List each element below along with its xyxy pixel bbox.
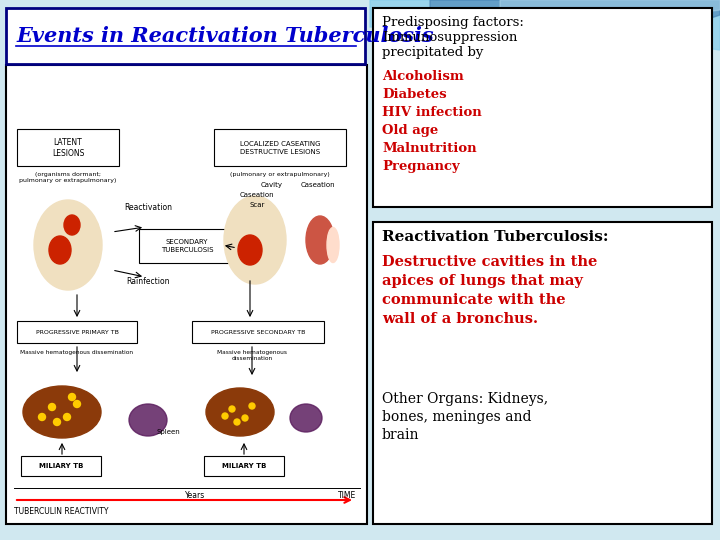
Text: precipitated by: precipitated by	[382, 46, 483, 59]
Text: SECONDARY
TUBERCULOSIS: SECONDARY TUBERCULOSIS	[161, 240, 213, 253]
Text: Immunosuppression: Immunosuppression	[382, 31, 518, 44]
FancyBboxPatch shape	[6, 65, 367, 524]
Text: Cavity: Cavity	[261, 182, 283, 188]
Text: brain: brain	[382, 428, 420, 442]
Text: PROGRESSIVE PRIMARY TB: PROGRESSIVE PRIMARY TB	[35, 329, 118, 334]
Text: Predisposing factors:: Predisposing factors:	[382, 16, 524, 29]
Ellipse shape	[34, 200, 102, 290]
FancyBboxPatch shape	[6, 8, 365, 64]
Text: Alcoholism: Alcoholism	[382, 70, 464, 83]
Ellipse shape	[48, 403, 55, 410]
FancyBboxPatch shape	[192, 321, 324, 343]
Ellipse shape	[206, 388, 274, 436]
Ellipse shape	[290, 404, 322, 432]
Text: apices of lungs that may: apices of lungs that may	[382, 274, 583, 288]
Ellipse shape	[249, 403, 255, 409]
Ellipse shape	[222, 413, 228, 419]
Text: Old age: Old age	[382, 124, 438, 137]
Text: Years: Years	[185, 491, 205, 501]
Text: Other Organs: Kidneys,: Other Organs: Kidneys,	[382, 392, 548, 406]
Text: (pulmonary or extrapulmonary): (pulmonary or extrapulmonary)	[230, 172, 330, 177]
FancyBboxPatch shape	[214, 129, 346, 166]
Text: wall of a bronchus.: wall of a bronchus.	[382, 312, 538, 326]
Text: Spleen: Spleen	[156, 429, 180, 435]
Text: MILIARY TB: MILIARY TB	[39, 463, 84, 469]
Text: communicate with the: communicate with the	[382, 293, 566, 307]
Text: Caseation: Caseation	[240, 192, 274, 198]
Ellipse shape	[129, 404, 167, 436]
Ellipse shape	[238, 235, 262, 265]
Text: HIV infection: HIV infection	[382, 106, 482, 119]
Text: Scar: Scar	[249, 202, 265, 208]
Text: LATENT
LESIONS: LATENT LESIONS	[52, 138, 84, 158]
Text: Rainfection: Rainfection	[126, 278, 170, 287]
Text: (organisms dormant;
pulmonary or extrapulmonary): (organisms dormant; pulmonary or extrapu…	[19, 172, 117, 183]
Polygon shape	[500, 0, 720, 20]
Ellipse shape	[327, 227, 339, 262]
Text: Diabetes: Diabetes	[382, 88, 446, 101]
FancyBboxPatch shape	[139, 229, 236, 263]
Text: Massive hematogenous
dissemination: Massive hematogenous dissemination	[217, 350, 287, 361]
Polygon shape	[430, 0, 720, 30]
Text: TUBERCULIN REACTIVITY: TUBERCULIN REACTIVITY	[14, 508, 109, 516]
Text: Malnutrition: Malnutrition	[382, 142, 477, 155]
Ellipse shape	[23, 386, 101, 438]
Ellipse shape	[53, 418, 60, 426]
Ellipse shape	[306, 216, 334, 264]
Ellipse shape	[68, 394, 76, 401]
Text: LOCALIZED CASEATING
DESTRUCTIVE LESIONS: LOCALIZED CASEATING DESTRUCTIVE LESIONS	[240, 141, 320, 154]
FancyBboxPatch shape	[17, 129, 119, 166]
Text: MILIARY TB: MILIARY TB	[222, 463, 266, 469]
Ellipse shape	[49, 236, 71, 264]
Ellipse shape	[224, 196, 286, 284]
Ellipse shape	[234, 419, 240, 425]
Ellipse shape	[73, 401, 81, 408]
FancyBboxPatch shape	[17, 321, 137, 343]
Text: Pregnancy: Pregnancy	[382, 160, 460, 173]
Ellipse shape	[38, 414, 45, 421]
Text: Destructive cavities in the: Destructive cavities in the	[382, 255, 598, 269]
FancyBboxPatch shape	[373, 222, 712, 524]
FancyBboxPatch shape	[21, 456, 101, 476]
FancyBboxPatch shape	[373, 8, 712, 207]
Text: Massive hematogenous dissemination: Massive hematogenous dissemination	[20, 350, 133, 355]
Text: Caseation: Caseation	[301, 182, 336, 188]
Ellipse shape	[229, 406, 235, 412]
Ellipse shape	[64, 215, 80, 235]
Text: PROGRESSIVE SECONDARY TB: PROGRESSIVE SECONDARY TB	[211, 329, 305, 334]
Ellipse shape	[63, 414, 71, 421]
Text: Reactivation Tuberculosis:: Reactivation Tuberculosis:	[382, 230, 608, 244]
Text: TIME: TIME	[338, 491, 356, 501]
Text: Reactivation: Reactivation	[124, 202, 172, 212]
Ellipse shape	[242, 415, 248, 421]
Text: bones, meninges and: bones, meninges and	[382, 410, 531, 424]
FancyBboxPatch shape	[204, 456, 284, 476]
Text: Events in Reactivation Tuberculosis: Events in Reactivation Tuberculosis	[16, 26, 433, 46]
Polygon shape	[370, 0, 720, 50]
